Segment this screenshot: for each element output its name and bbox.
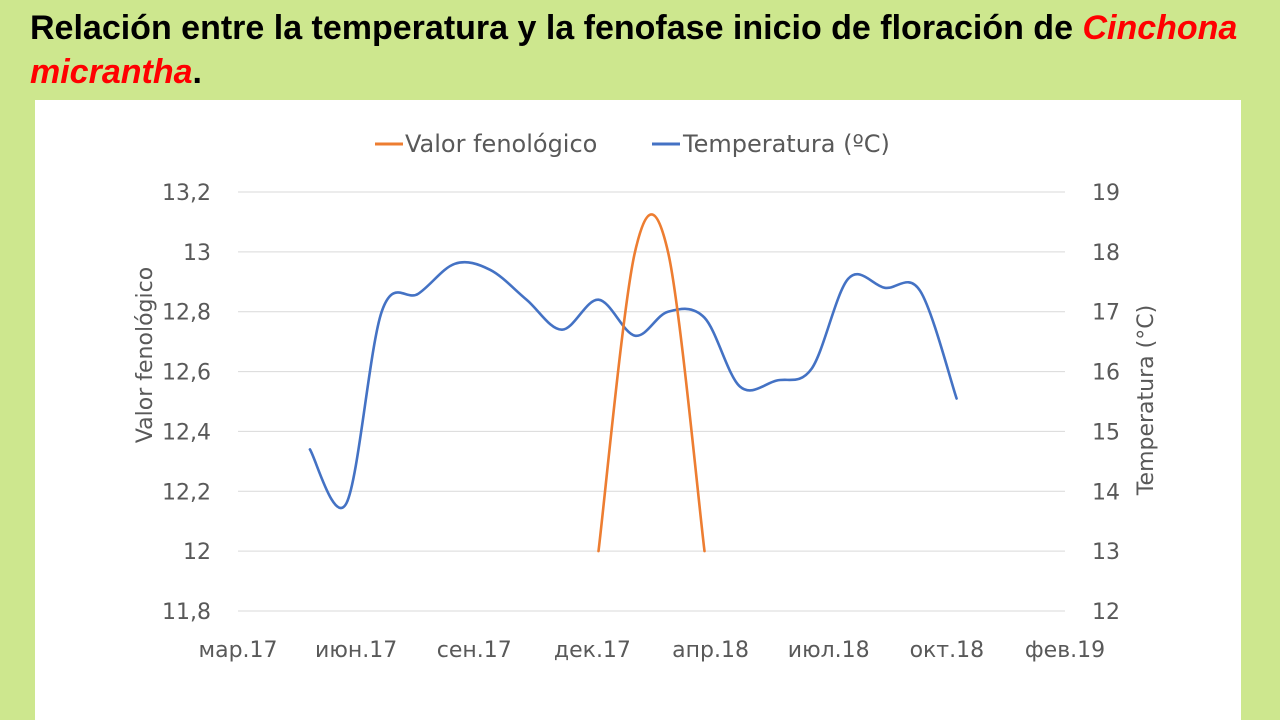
y-right-tick-label: 17: [1092, 301, 1120, 326]
y-right-tick-label: 19: [1092, 181, 1120, 206]
x-tick-label: фев.19: [1025, 638, 1105, 663]
line-chart: 13,2 19 13 18 12,8 17 12,6 16 12,4 15 12,2 14 12 13 11…: [133, 130, 1159, 663]
slide-title: Relación entre la temperatura y la fenof…: [30, 6, 1250, 94]
y-left-tick-label: 13: [183, 241, 211, 266]
y-right-tick-label: 18: [1092, 241, 1120, 266]
y-right-tick-label: 14: [1092, 480, 1120, 505]
x-tick-label: июн.17: [315, 638, 397, 663]
y-right-tick-label: 16: [1092, 361, 1120, 386]
series-line-valor-fenologico: [597, 213, 706, 553]
x-tick-label: мар.17: [198, 638, 277, 663]
x-tick-label: сен.17: [437, 638, 512, 663]
y-right-tick-label: 13: [1092, 540, 1120, 565]
chart-panel: 13,2 19 13 18 12,8 17 12,6 16 12,4 15 12,2 14 12 13 11…: [35, 100, 1241, 720]
x-tick-label: апр.18: [672, 638, 749, 663]
y-left-tick-label: 13,2: [162, 181, 211, 206]
legend-label-temperatura: Temperatura (ºC): [682, 130, 890, 158]
y-left-tick-label: 11,8: [162, 600, 211, 625]
y-right-axis-label: Temperatura (°C): [1134, 305, 1159, 496]
slide-title-species: Cinchona micrantha: [30, 9, 1238, 91]
y-left-tick-label: 12,2: [162, 480, 211, 505]
y-right-tick-label: 12: [1092, 600, 1120, 625]
y-left-tick-label: 12: [183, 540, 211, 565]
x-tick-label: окт.18: [910, 638, 985, 663]
slide-title-period: .: [192, 53, 202, 91]
y-left-tick-label: 12,8: [162, 301, 211, 326]
x-tick-label: дек.17: [554, 638, 631, 663]
legend-label-valor-fenologico: Valor fenológico: [405, 130, 597, 158]
series-line-temperatura: [308, 260, 958, 509]
y-left-tick-label: 12,4: [162, 420, 211, 445]
y-left-axis-label: Valor fenológico: [133, 267, 158, 443]
y-right-tick-label: 15: [1092, 420, 1120, 445]
slide-title-text: Relación entre la temperatura y la fenof…: [30, 9, 1083, 47]
y-left-tick-label: 12,6: [162, 361, 211, 386]
x-tick-label: июл.18: [788, 638, 870, 663]
